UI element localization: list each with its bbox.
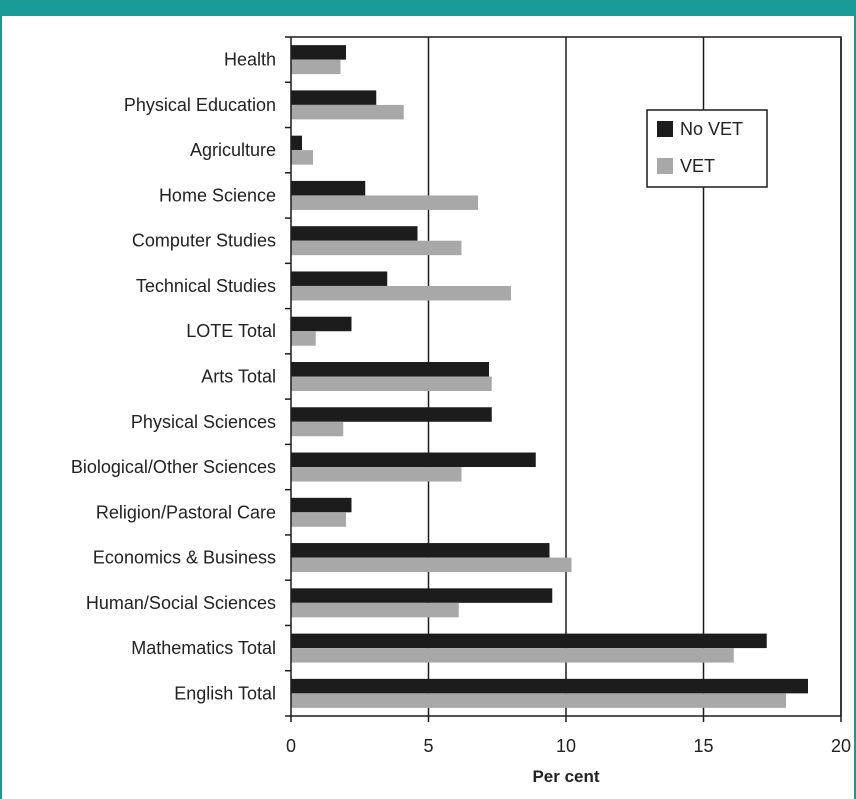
x-tick-label: 0 [286, 736, 296, 756]
bar-no-vet-5 [291, 271, 388, 286]
category-label: Economics & Business [93, 548, 276, 568]
category-label: English Total [174, 683, 276, 703]
bar-vet-9 [291, 467, 462, 482]
category-label: Physical Sciences [131, 412, 276, 432]
bar-vet-8 [291, 421, 344, 437]
legend-label-vet: VET [680, 156, 715, 176]
x-tick-label: 15 [693, 736, 713, 756]
bar-vet-0 [291, 59, 341, 75]
category-label: Physical Education [124, 95, 276, 115]
category-label: Biological/Other Sciences [71, 457, 276, 477]
category-label: LOTE Total [186, 321, 276, 341]
legend-swatch-no-vet [657, 121, 673, 137]
bar-vet-4 [291, 240, 462, 256]
bar-vet-13 [291, 648, 734, 663]
bar-no-vet-0 [291, 45, 346, 60]
bars [291, 45, 808, 708]
header-band [0, 0, 856, 16]
bar-vet-5 [291, 285, 511, 301]
bar-no-vet-7 [291, 362, 489, 377]
bar-vet-1 [291, 104, 404, 120]
bar-no-vet-3 [291, 180, 366, 196]
bar-vet-7 [291, 376, 492, 391]
bar-no-vet-2 [291, 135, 302, 151]
bar-no-vet-4 [291, 226, 418, 241]
bar-no-vet-12 [291, 588, 553, 603]
bar-no-vet-9 [291, 452, 536, 468]
bar-no-vet-11 [291, 543, 550, 558]
category-label: Technical Studies [136, 276, 276, 296]
legend-box [646, 109, 768, 188]
bar-no-vet-1 [291, 90, 377, 105]
bar-vet-10 [291, 512, 346, 527]
bar-vet-3 [291, 195, 478, 210]
category-label: Computer Studies [132, 231, 276, 251]
bar-vet-11 [291, 557, 572, 573]
category-label: Religion/Pastoral Care [96, 502, 276, 522]
category-label: Arts Total [201, 367, 276, 387]
bar-no-vet-8 [291, 407, 492, 422]
category-labels: Health Physical Education Agriculture Home … [71, 50, 276, 704]
x-axis-title: Per cent [532, 767, 599, 786]
x-tick-label: 5 [423, 736, 433, 756]
category-label: Human/Social Sciences [86, 593, 276, 613]
category-label: Agriculture [190, 140, 276, 160]
legend-swatch-vet [657, 158, 673, 174]
category-label: Health [224, 50, 276, 70]
x-tick-labels: 0 5 10 15 20 [286, 736, 851, 756]
legend-label-no-vet: No VET [680, 119, 743, 139]
bar-vet-14 [291, 693, 786, 708]
bar-no-vet-13 [291, 633, 767, 649]
bar-no-vet-10 [291, 497, 352, 513]
legend: No VET VET [646, 109, 768, 188]
bar-no-vet-6 [291, 316, 352, 332]
bar-vet-6 [291, 331, 316, 346]
x-tick-label: 10 [556, 736, 576, 756]
bar-no-vet-14 [291, 678, 808, 694]
axes [285, 36, 842, 722]
category-label: Home Science [159, 185, 276, 205]
x-tick-label: 20 [831, 736, 851, 756]
bar-vet-2 [291, 150, 313, 165]
bar-vet-12 [291, 602, 459, 618]
category-label: Mathematics Total [131, 638, 276, 658]
